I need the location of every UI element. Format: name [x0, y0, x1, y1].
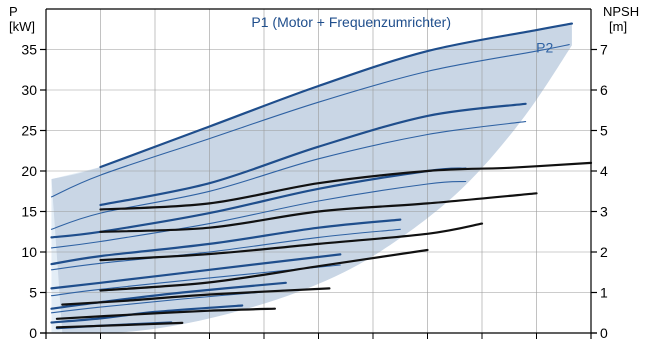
left-tick-label: 30 — [21, 82, 37, 98]
left-tick-label: 5 — [29, 285, 37, 301]
right-tick-label: 2 — [600, 244, 608, 260]
right-axis-unit: [m] — [609, 19, 627, 34]
right-axis-label: NPSH — [603, 4, 639, 19]
right-tick-label: 6 — [600, 82, 608, 98]
annotations-layer: P1 (Motor + Frequenzumrichter) P2 — [251, 14, 553, 56]
p2-annotation: P2 — [536, 40, 553, 56]
right-tick-label: 3 — [600, 204, 608, 220]
left-tick-label: 20 — [21, 163, 37, 179]
tick-labels-layer: 0 5 10 15 20 25 30 35 0 1 2 3 4 5 6 7 — [21, 42, 608, 341]
right-tick-label: 4 — [600, 163, 608, 179]
p2-power-curve — [50, 228, 401, 271]
left-axis-label: P — [9, 4, 18, 19]
p2-power-curve — [50, 121, 527, 230]
p1-power-curve — [50, 281, 287, 310]
curves-layer — [50, 22, 593, 330]
left-axis-unit: [kW] — [9, 19, 35, 34]
npsh-curve — [55, 307, 276, 320]
npsh-curve — [99, 161, 593, 211]
left-tick-label: 15 — [21, 204, 37, 220]
p1-power-curve — [99, 102, 527, 207]
left-tick-label: 25 — [21, 123, 37, 139]
right-tick-label: 1 — [600, 285, 608, 301]
right-tick-label: 5 — [600, 123, 608, 139]
p1-annotation: P1 (Motor + Frequenzumrichter) — [251, 14, 451, 30]
npsh-curve — [61, 287, 331, 306]
left-tick-label: 0 — [29, 325, 37, 341]
p1-power-curve — [50, 218, 402, 266]
left-tick-label: 10 — [21, 244, 37, 260]
npsh-curve — [99, 248, 429, 292]
p1-power-curve — [99, 22, 573, 169]
p2-power-curve — [50, 44, 570, 198]
p1-power-curve — [50, 253, 342, 290]
npsh-curve — [99, 222, 484, 262]
npsh-curve — [55, 321, 184, 329]
right-tick-label: 0 — [600, 325, 608, 341]
p2-power-curve — [50, 180, 467, 249]
npsh-curve — [99, 192, 538, 233]
right-tick-label: 7 — [600, 42, 608, 58]
left-tick-label: 35 — [21, 42, 37, 58]
